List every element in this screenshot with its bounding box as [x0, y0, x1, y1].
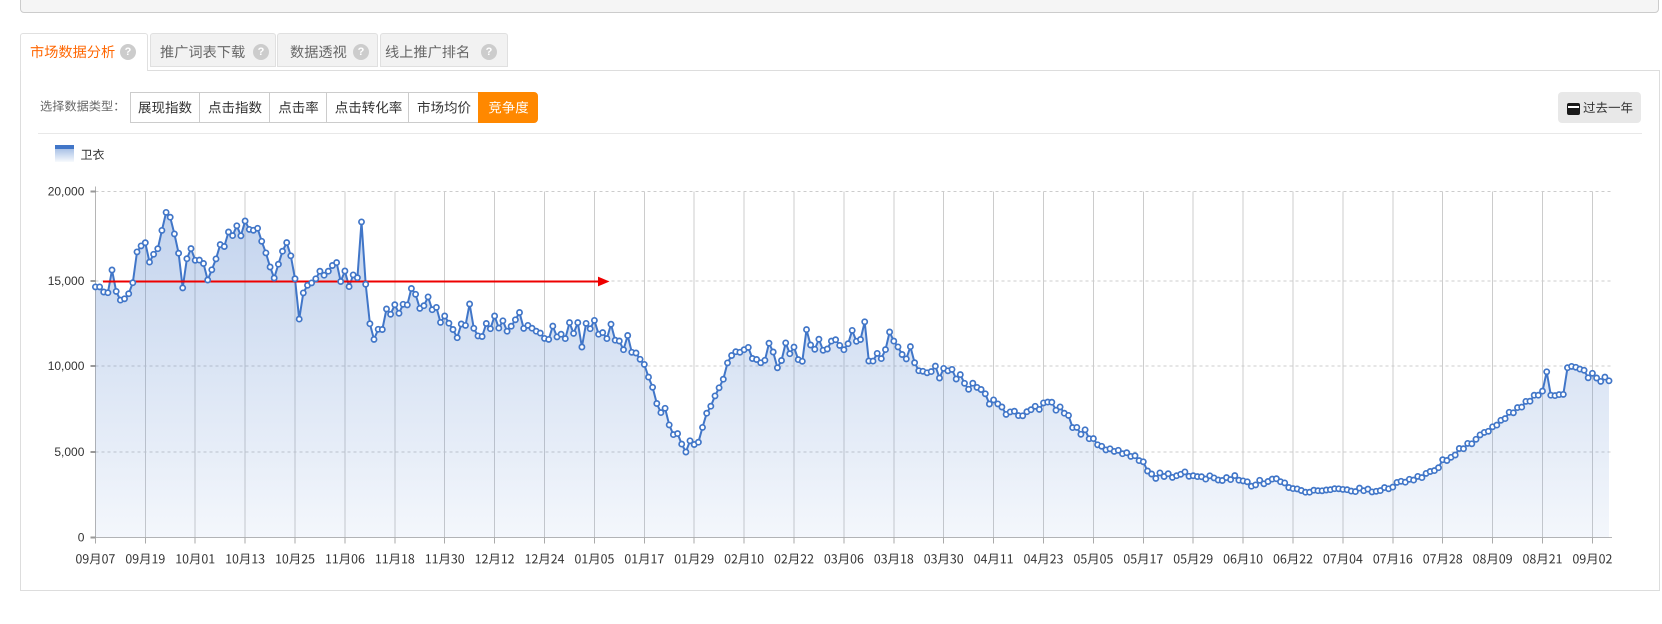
svg-text:10,000: 10,000 — [48, 359, 85, 373]
svg-text:5,000: 5,000 — [54, 445, 84, 459]
svg-text:15,000: 15,000 — [48, 274, 85, 288]
svg-text:20,000: 20,000 — [48, 185, 85, 199]
svg-text:0: 0 — [78, 531, 85, 545]
